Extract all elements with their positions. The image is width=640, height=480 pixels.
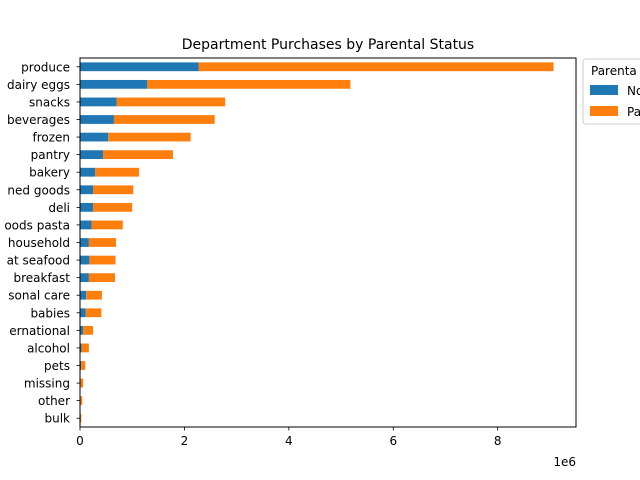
y-tick-labels: produce dairy eggs snacks beverages frozen pa…: [4, 60, 80, 426]
plot-frame: [79, 57, 577, 428]
bar-bulk-pa: [80, 413, 82, 423]
y-tick-label: frozen: [32, 131, 70, 145]
bar-dry-goods-pasta-pa: [91, 220, 123, 230]
bar-dairy-eggs-pa: [147, 79, 351, 89]
legend: Parenta No Pa: [582, 58, 640, 125]
y-tick-label: beverages: [7, 113, 70, 127]
x-offset-text: 1e6: [553, 455, 576, 469]
bar-other-pa: [80, 396, 83, 406]
bar-international-pa: [83, 325, 94, 335]
bar-missing-pa: [80, 378, 84, 388]
y-tick-label: oods pasta: [4, 218, 70, 232]
bar-household-pa: [88, 238, 117, 247]
x-tick-label: 6: [389, 434, 397, 448]
bar-babies-pa: [85, 308, 102, 318]
bars-group: [80, 62, 554, 423]
bar-produce-pa: [198, 62, 554, 72]
bar-canned-goods-no: [80, 185, 94, 195]
bar-produce-no: [80, 62, 199, 72]
bar-pantry-no: [80, 150, 103, 160]
y-tick-label: pets: [44, 359, 70, 373]
bar-breakfast-pa: [88, 273, 115, 283]
bar-deli-pa: [93, 202, 133, 212]
y-tick-label: household: [8, 236, 70, 250]
bar-deli-no: [80, 202, 94, 212]
bar-beverages-pa: [113, 115, 215, 124]
y-tick-label: snacks: [29, 95, 70, 109]
x-tick-label: 0: [76, 434, 84, 448]
bar-dry-goods-pasta-no: [80, 220, 92, 230]
y-tick-label: other: [38, 394, 70, 408]
bar-alcohol-no: [80, 343, 82, 353]
y-tick-label: at seafood: [7, 254, 70, 268]
bar-meat-seafood-no: [80, 255, 90, 265]
bar-breakfast-no: [80, 273, 89, 283]
bar-household-no: [80, 238, 89, 247]
y-tick-label: babies: [30, 306, 70, 320]
x-tick-label: 4: [285, 434, 293, 448]
legend-title: Parenta: [591, 64, 637, 78]
bar-personal-care-pa: [86, 290, 102, 300]
y-tick-label: dairy eggs: [7, 78, 70, 92]
bar-pets-pa: [81, 361, 86, 370]
y-tick-label: bulk: [44, 412, 70, 426]
y-tick-label: alcohol: [27, 341, 70, 355]
bar-frozen-no: [80, 132, 109, 142]
legend-label-pa: Pa: [627, 105, 640, 119]
bar-canned-goods-pa: [93, 185, 134, 195]
bar-babies-no: [80, 308, 86, 318]
x-ticks: 0 2 4 6 8: [76, 427, 502, 448]
legend-label-no: No: [627, 84, 640, 98]
y-tick-label: bakery: [29, 166, 70, 180]
y-tick-label: missing: [24, 377, 70, 391]
y-tick-label: produce: [21, 60, 70, 74]
bar-bakery-no: [80, 167, 96, 177]
legend-swatch-no: [590, 85, 618, 95]
y-tick-label: ned goods: [7, 183, 70, 197]
bar-alcohol-pa: [81, 343, 89, 353]
bar-bakery-pa: [95, 167, 139, 177]
bar-meat-seafood-pa: [89, 255, 116, 265]
bar-international-no: [80, 325, 84, 335]
y-tick-label: breakfast: [13, 271, 70, 285]
x-tick-label: 8: [494, 434, 502, 448]
y-tick-label: deli: [48, 201, 70, 215]
bar-pets-no: [80, 361, 82, 370]
bar-personal-care-no: [80, 290, 87, 300]
y-tick-label: sonal care: [8, 289, 70, 303]
y-tick-label: ernational: [9, 324, 70, 338]
bar-pantry-pa: [102, 150, 173, 160]
x-tick-label: 2: [181, 434, 189, 448]
bar-frozen-pa: [108, 132, 191, 142]
y-tick-label: pantry: [31, 148, 70, 162]
legend-swatch-pa: [590, 106, 618, 116]
chart-title: Department Purchases by Parental Status: [182, 37, 474, 53]
bar-snacks-pa: [116, 97, 226, 107]
bar-snacks-no: [80, 97, 117, 107]
bar-dairy-eggs-no: [80, 79, 148, 89]
bar-beverages-no: [80, 115, 114, 124]
